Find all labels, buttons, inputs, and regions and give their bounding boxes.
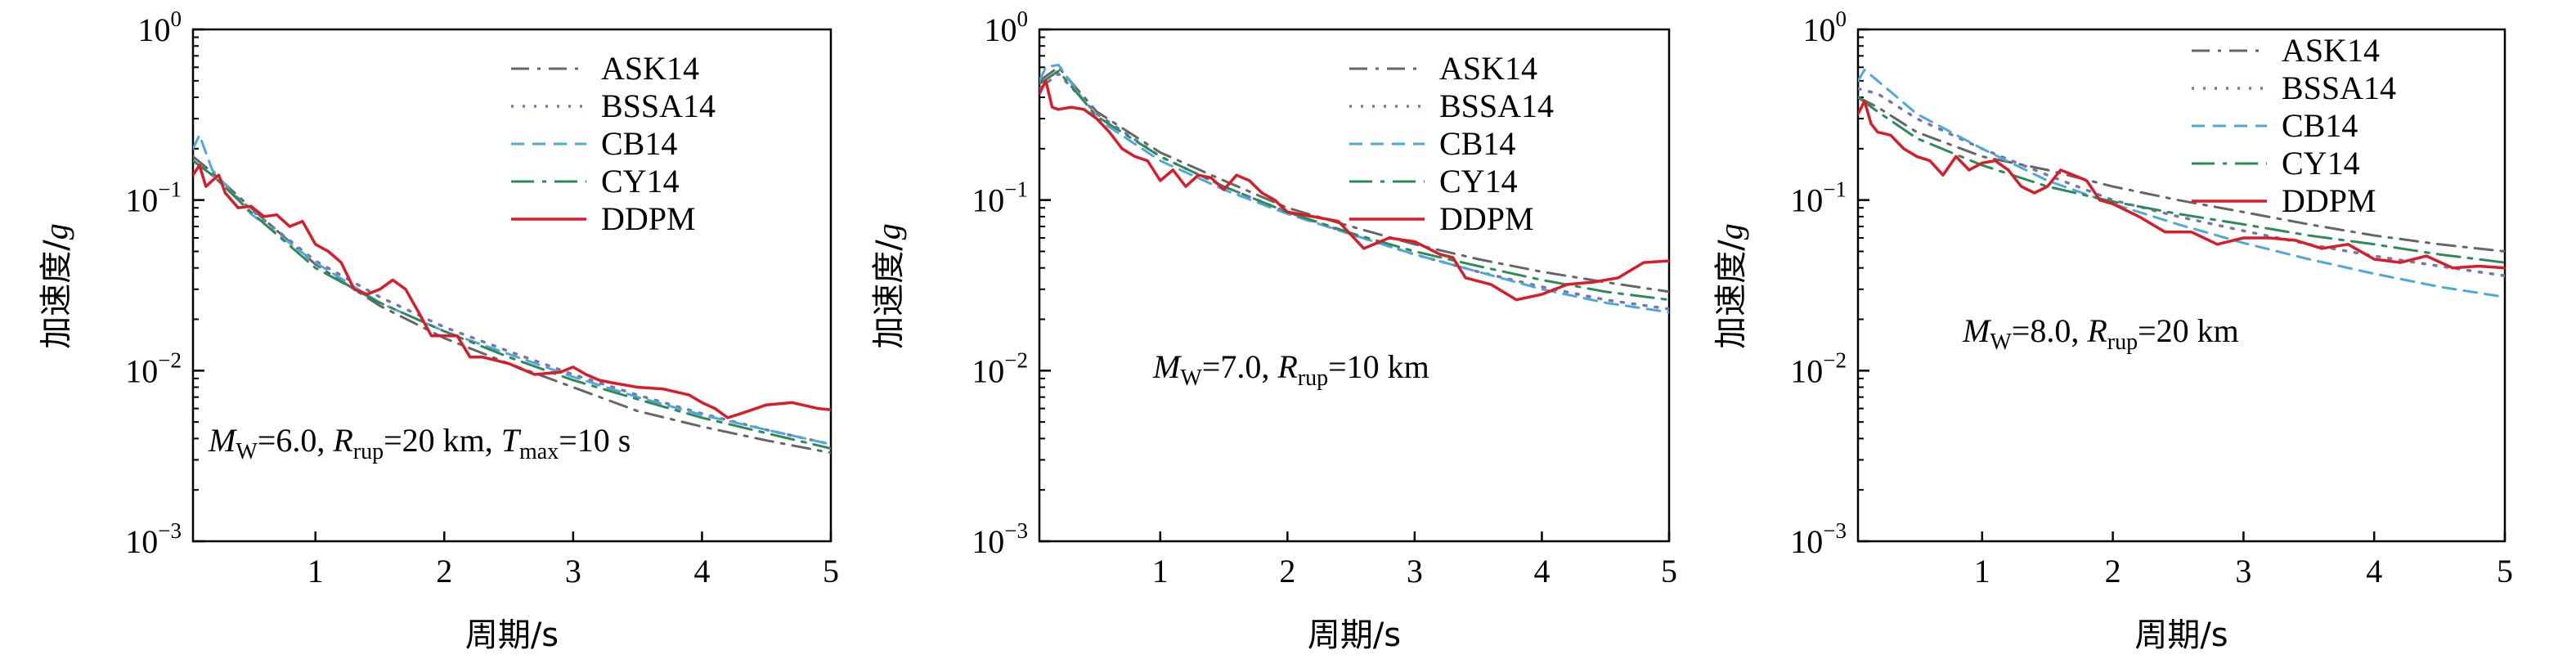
series-line-bssa14 bbox=[1858, 87, 2505, 278]
x-tick-label: 1 bbox=[307, 553, 324, 590]
condition-annotation: MW=8.0, Rrup=20 km bbox=[1962, 312, 2239, 355]
x-tick-label: 1 bbox=[1152, 553, 1169, 590]
chart-panel-1: 1 2 3 4 5 10−3 10−2 10−1 100 周期/s 加速度/g ASK14BSSA14… bbox=[38, 7, 839, 654]
x-tick-label: 5 bbox=[1661, 553, 1677, 590]
series-line-ddpm bbox=[193, 164, 831, 419]
plot-frame bbox=[1856, 28, 2506, 543]
legend-label-cb14: CB14 bbox=[1439, 125, 1515, 162]
x-axis-label: 周期/s bbox=[2134, 616, 2228, 654]
series-line-ask14 bbox=[1039, 65, 1669, 294]
series-line-cb14 bbox=[193, 133, 831, 446]
x-tick-label: 5 bbox=[2497, 553, 2513, 590]
series-line-ask14 bbox=[193, 155, 831, 455]
legend-label-cb14: CB14 bbox=[601, 125, 677, 162]
chart-panel-2: 1 2 3 4 5 10−3 10−2 10−1 100 周期/s 加速度/g ASK14BSSA14… bbox=[870, 7, 1677, 654]
y-axis-label: 加速度/g bbox=[870, 223, 908, 348]
x-tick-label: 2 bbox=[1279, 553, 1295, 590]
series-line-ddpm bbox=[1858, 99, 2505, 270]
x-tick-label: 2 bbox=[436, 553, 452, 590]
legend-label-cb14: CB14 bbox=[2282, 107, 2358, 144]
series-line-cb14 bbox=[1039, 63, 1669, 314]
x-tick-label: 4 bbox=[693, 553, 710, 590]
condition-annotation: MW=6.0, Rrup=20 km, Tmax=10 s bbox=[208, 422, 631, 464]
series-line-bssa14 bbox=[1039, 72, 1669, 311]
x-tick-label: 4 bbox=[2366, 553, 2382, 590]
legend-label-ddpm: DDPM bbox=[601, 200, 696, 237]
x-axis-label: 周期/s bbox=[1308, 616, 1401, 654]
x-tick-label: 1 bbox=[1974, 553, 1990, 590]
x-tick-label: 3 bbox=[1407, 553, 1423, 590]
legend-label-cy14: CY14 bbox=[2282, 145, 2360, 182]
series-line-ddpm bbox=[1039, 79, 1669, 302]
legend-label-cy14: CY14 bbox=[601, 163, 680, 199]
x-tick-label: 2 bbox=[2105, 553, 2121, 590]
legend-label-ddpm: DDPM bbox=[1439, 200, 1534, 237]
x-tick-label: 5 bbox=[823, 553, 839, 590]
legend-label-cy14: CY14 bbox=[1439, 163, 1518, 199]
y-axis-label: 加速度/g bbox=[1712, 223, 1750, 348]
y-axis-label: 加速度/g bbox=[38, 223, 75, 348]
y-tick-label: 10−3 bbox=[1790, 518, 1847, 560]
x-tick-label: 3 bbox=[2235, 553, 2251, 590]
y-tick-label: 10−2 bbox=[125, 347, 182, 389]
y-tick-label: 10−2 bbox=[1790, 347, 1847, 389]
chart-panel-3: 1 2 3 4 5 10−3 10−2 10−1 100 周期/s 加速度/g ASK14BSSA14… bbox=[1712, 7, 2513, 654]
legend-label-ddpm: DDPM bbox=[2282, 182, 2376, 219]
series-line-bssa14 bbox=[193, 159, 831, 446]
condition-annotation: MW=7.0, Rrup=10 km bbox=[1152, 348, 1429, 391]
series-line-cy14 bbox=[193, 159, 831, 450]
legend-label-ask14: ASK14 bbox=[2282, 32, 2380, 69]
legend-label-ask14: ASK14 bbox=[1439, 50, 1537, 87]
y-tick-label: 100 bbox=[1803, 7, 1847, 48]
series-line-cy14 bbox=[1039, 69, 1669, 302]
legend-label-ask14: ASK14 bbox=[601, 50, 699, 87]
legend-label-bssa14: BSSA14 bbox=[601, 87, 716, 124]
y-tick-label: 10−2 bbox=[972, 347, 1028, 389]
x-tick-label: 3 bbox=[565, 553, 581, 590]
y-tick-label: 100 bbox=[985, 7, 1029, 48]
plot-frame bbox=[191, 28, 832, 543]
legend-label-bssa14: BSSA14 bbox=[2282, 69, 2396, 106]
x-axis-label: 周期/s bbox=[465, 616, 559, 654]
series-line-cb14 bbox=[1858, 68, 2505, 298]
x-tick-label: 4 bbox=[1533, 553, 1550, 590]
series-line-ask14 bbox=[1858, 96, 2505, 253]
y-tick-label: 10−3 bbox=[125, 518, 182, 560]
y-tick-label: 10−1 bbox=[125, 177, 182, 219]
legend-label-bssa14: BSSA14 bbox=[1439, 87, 1554, 124]
plot-frame bbox=[1038, 28, 1671, 543]
y-tick-label: 10−3 bbox=[972, 518, 1028, 560]
y-tick-label: 10−1 bbox=[972, 177, 1028, 219]
y-tick-label: 100 bbox=[138, 7, 182, 48]
y-tick-label: 10−1 bbox=[1790, 177, 1847, 219]
series-line-cy14 bbox=[1858, 96, 2505, 264]
